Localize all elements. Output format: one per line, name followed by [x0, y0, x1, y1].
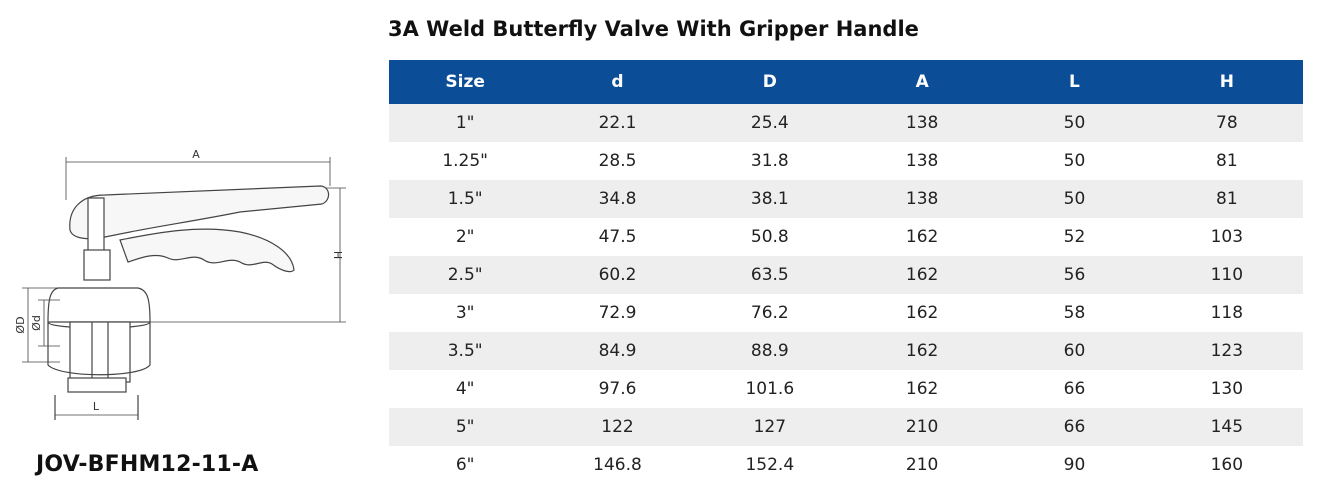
table-cell: 4": [389, 370, 542, 408]
table-row: 5" 122 127 210 66 145: [389, 408, 1303, 446]
table-cell: 72.9: [541, 294, 694, 332]
table-cell: 38.1: [693, 180, 846, 218]
table-row: 4" 97.6 101.6 162 66 130: [389, 370, 1303, 408]
table-cell: 50: [998, 142, 1151, 180]
table-cell: 22.1: [541, 104, 694, 142]
table-header-row: Size d D A L H: [389, 60, 1303, 104]
table-cell: 162: [845, 256, 999, 294]
header-l: L: [998, 60, 1151, 104]
table-row: 3" 72.9 76.2 162 58 118: [389, 294, 1303, 332]
valve-drawing-svg: A H ØD Ød L: [14, 148, 346, 420]
table-cell: 3.5": [389, 332, 542, 370]
table-cell: 138: [845, 104, 999, 142]
dim-label-od: ØD: [14, 316, 27, 333]
table-cell: 162: [845, 370, 999, 408]
table-cell: 3": [389, 294, 542, 332]
table-row: 1.5" 34.8 38.1 138 50 81: [389, 180, 1303, 218]
dim-label-id: Ød: [30, 315, 43, 331]
table-row: 2" 47.5 50.8 162 52 103: [389, 218, 1303, 256]
table-cell: 50.8: [693, 218, 846, 256]
table-cell: 84.9: [541, 332, 694, 370]
header-a: A: [845, 60, 999, 104]
page-title: 3A Weld Butterfly Valve With Gripper Han…: [388, 17, 919, 41]
dim-label-h: H: [331, 251, 344, 259]
table-cell: 50: [998, 104, 1151, 142]
dim-label-l: L: [93, 400, 100, 413]
table-cell: 210: [845, 408, 999, 446]
table-cell: 152.4: [693, 446, 846, 484]
table-cell: 90: [998, 446, 1151, 484]
table-cell: 1.25": [389, 142, 542, 180]
table-cell: 210: [845, 446, 999, 484]
table-cell: 101.6: [693, 370, 846, 408]
header-h: H: [1150, 60, 1303, 104]
table-cell: 110: [1150, 256, 1303, 294]
table-cell: 6": [389, 446, 542, 484]
table-cell: 60.2: [541, 256, 694, 294]
table-cell: 130: [1150, 370, 1303, 408]
valve-drawing: A H ØD Ød L: [0, 120, 360, 440]
table-row: 6" 146.8 152.4 210 90 160: [389, 446, 1303, 484]
table-cell: 145: [1150, 408, 1303, 446]
table-cell: 5": [389, 408, 542, 446]
table-cell: 31.8: [693, 142, 846, 180]
spec-table: Size d D A L H 1" 22.1 25.4 138 50 78 1.25" 28.…: [389, 60, 1303, 484]
table-cell: 81: [1150, 180, 1303, 218]
table-cell: 1.5": [389, 180, 542, 218]
table-cell: 81: [1150, 142, 1303, 180]
table-cell: 66: [998, 408, 1151, 446]
table-cell: 103: [1150, 218, 1303, 256]
dim-label-a: A: [192, 148, 200, 161]
table-cell: 28.5: [541, 142, 694, 180]
table-body: 1" 22.1 25.4 138 50 78 1.25" 28.5 31.8 138 50 81 1.5…: [389, 104, 1303, 484]
header-size: Size: [389, 60, 542, 104]
table-cell: 88.9: [693, 332, 846, 370]
table-cell: 127: [693, 408, 846, 446]
table-cell: 2": [389, 218, 542, 256]
table-cell: 34.8: [541, 180, 694, 218]
table-cell: 52: [998, 218, 1151, 256]
table-cell: 76.2: [693, 294, 846, 332]
header-d-inner: d: [541, 60, 694, 104]
table-cell: 66: [998, 370, 1151, 408]
table-cell: 146.8: [541, 446, 694, 484]
table-row: 1.25" 28.5 31.8 138 50 81: [389, 142, 1303, 180]
table-cell: 138: [845, 180, 999, 218]
table-cell: 123: [1150, 332, 1303, 370]
table-cell: 63.5: [693, 256, 846, 294]
table-cell: 58: [998, 294, 1151, 332]
table-cell: 162: [845, 294, 999, 332]
table-cell: 50: [998, 180, 1151, 218]
table-cell: 160: [1150, 446, 1303, 484]
table-cell: 47.5: [541, 218, 694, 256]
table-cell: 162: [845, 218, 999, 256]
table-cell: 97.6: [541, 370, 694, 408]
table-cell: 56: [998, 256, 1151, 294]
table-cell: 25.4: [693, 104, 846, 142]
table-cell: 162: [845, 332, 999, 370]
table-cell: 60: [998, 332, 1151, 370]
table-row: 3.5" 84.9 88.9 162 60 123: [389, 332, 1303, 370]
table-cell: 78: [1150, 104, 1303, 142]
header-d-outer: D: [693, 60, 846, 104]
table-cell: 2.5": [389, 256, 542, 294]
table-cell: 1": [389, 104, 542, 142]
table-row: 2.5" 60.2 63.5 162 56 110: [389, 256, 1303, 294]
table-cell: 138: [845, 142, 999, 180]
table-cell: 122: [541, 408, 694, 446]
table-cell: 118: [1150, 294, 1303, 332]
model-number: JOV-BFHM12-11-A: [36, 452, 259, 477]
table-row: 1" 22.1 25.4 138 50 78: [389, 104, 1303, 142]
